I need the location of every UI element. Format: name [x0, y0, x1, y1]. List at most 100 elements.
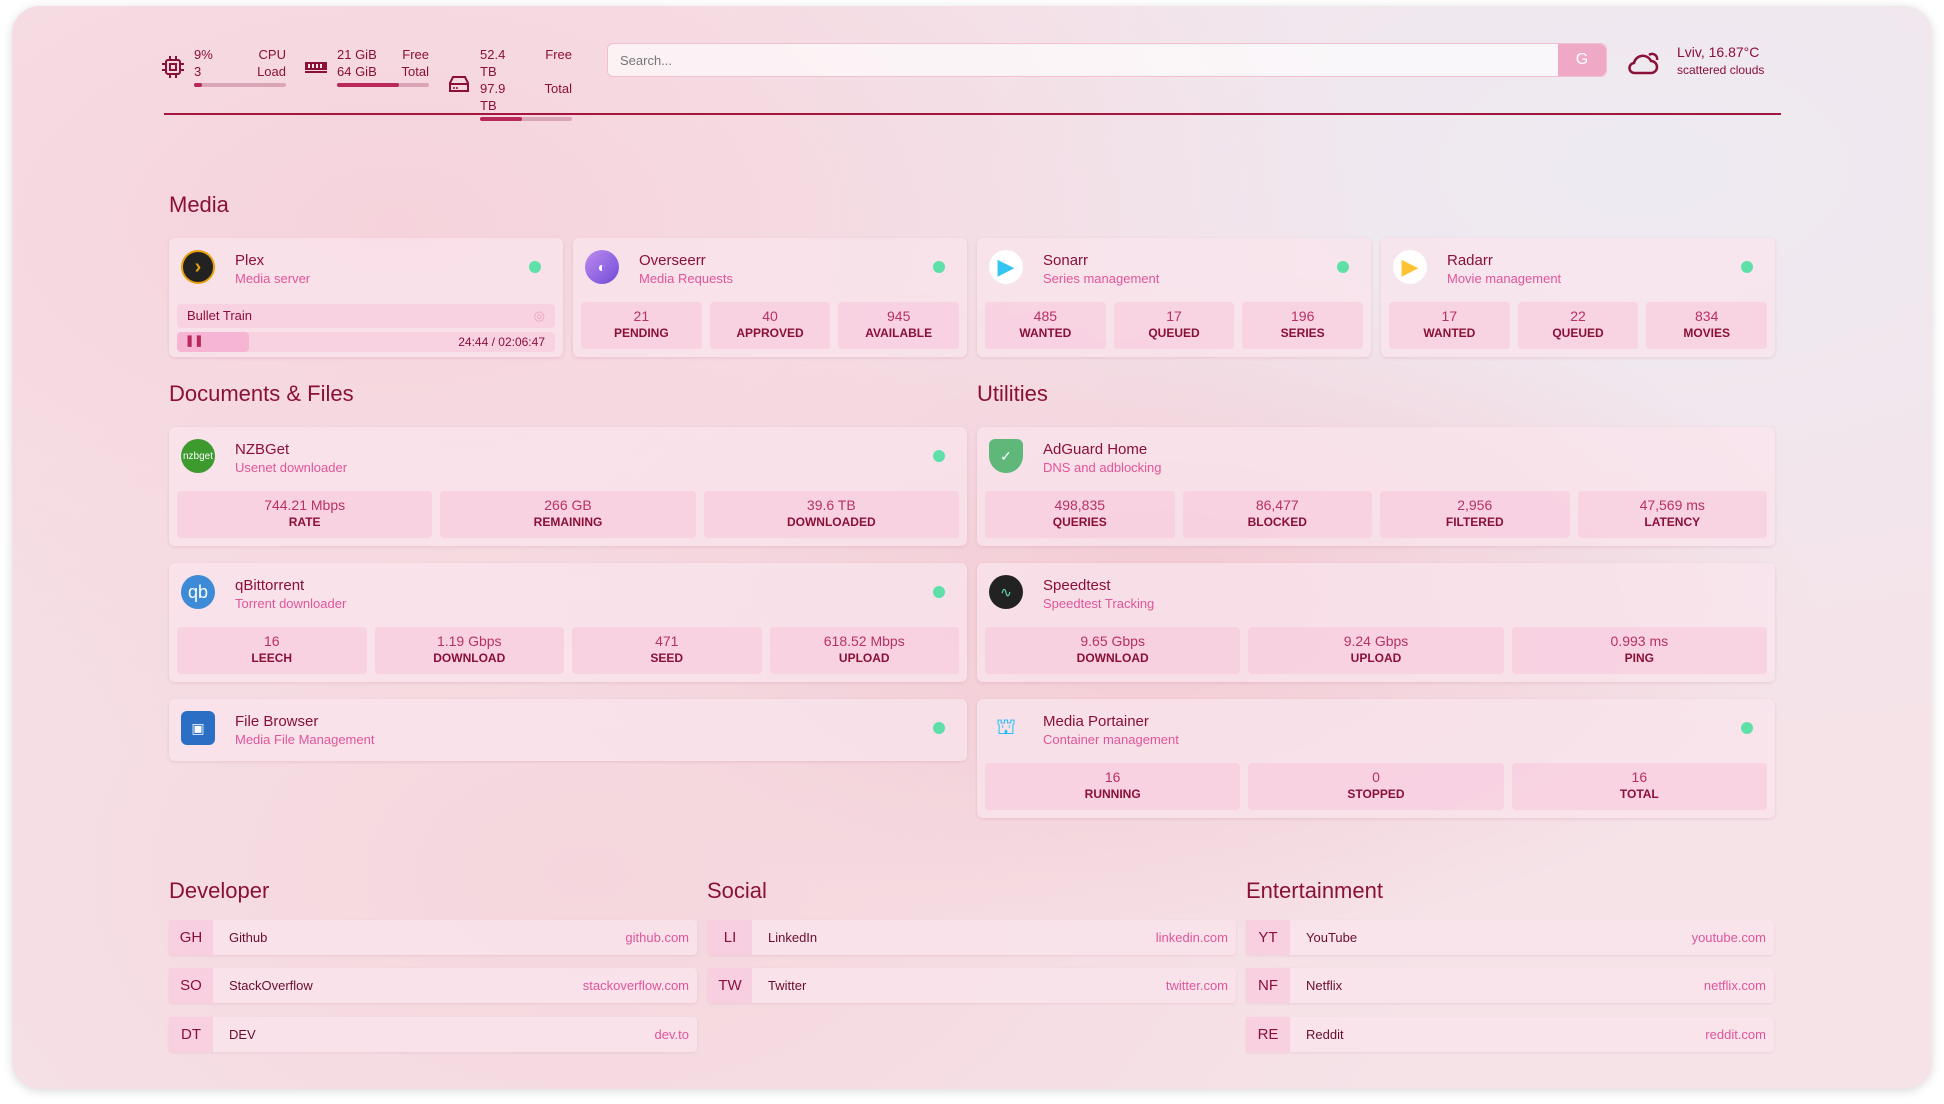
cloud-sun-icon [1628, 52, 1659, 74]
stat-value: 0 [1372, 769, 1380, 785]
stat-label: AVAILABLE [865, 326, 933, 340]
stat-block: 16 TOTAL [1511, 763, 1767, 810]
service-card-plex[interactable]: › Plex Media server Bullet Train ◎ ❚❚ 24:… [169, 238, 563, 357]
memory-widget: 21 GiB Free 64 GiB Total [305, 46, 429, 87]
stat-value: 0.993 ms [1610, 633, 1669, 649]
bookmark-name: Github [229, 930, 268, 945]
service-name: Speedtest [1043, 577, 1111, 594]
disk-widget: 52.4 TB Free 97.9 TB Total [448, 46, 572, 121]
service-card-speedtest[interactable]: ∿ Speedtest Speedtest Tracking 9.65 Gbps D… [977, 563, 1775, 682]
service-name: qBittorrent [235, 577, 305, 594]
stat-value: 945 [887, 308, 911, 324]
stat-block: 744.21 Mbps RATE [177, 491, 433, 538]
stat-value: 39.6 TB [806, 497, 856, 513]
status-dot [933, 586, 945, 598]
service-card-adguard[interactable]: ✓ AdGuard Home DNS and adblocking 498,835… [977, 427, 1775, 546]
service-desc: Usenet downloader [235, 460, 348, 475]
bookmark-entertainment[interactable]: NF Netflix netflix.com [1246, 968, 1774, 1003]
search-provider-button[interactable]: G [1558, 44, 1606, 76]
stat-block: 17 WANTED [1389, 302, 1510, 349]
service-card-qbittorrent[interactable]: qb qBittorrent Torrent downloader 16 LEECH… [169, 563, 967, 682]
service-card-sonarr[interactable]: ▶ Sonarr Series management 485 WANTED 17 QUE… [977, 238, 1371, 357]
bookmark-abbr: YT [1246, 920, 1290, 955]
bookmark-developer[interactable]: GH Github github.com [169, 920, 697, 955]
stat-label: QUERIES [1052, 515, 1107, 529]
stat-label: PENDING [613, 326, 669, 340]
stat-block: 9.24 Gbps UPLOAD [1248, 627, 1504, 674]
bookmark-url: dev.to [654, 1027, 689, 1042]
disk-free: 52.4 TB [480, 47, 506, 79]
stat-label: SEED [650, 651, 684, 665]
service-name: Radarr [1447, 252, 1493, 269]
bookmark-name: Twitter [768, 978, 807, 993]
stat-block: 39.6 TB DOWNLOADED [703, 491, 959, 538]
bookmark-abbr: TW [708, 968, 752, 1003]
service-card-nzbget[interactable]: nzbget NZBGet Usenet downloader 744.21 Mb… [169, 427, 967, 546]
memory-icon [305, 61, 327, 73]
section-title-entertainment: Entertainment [1246, 878, 1383, 903]
stat-value: 17 [1166, 308, 1182, 324]
service-desc: Container management [1043, 732, 1179, 747]
section-title-utilities: Utilities [977, 381, 1048, 406]
stat-value: 86,477 [1255, 497, 1299, 513]
bookmark-social[interactable]: LI LinkedIn linkedin.com [708, 920, 1236, 955]
stat-value: 21 [633, 308, 650, 324]
bookmark-entertainment[interactable]: RE Reddit reddit.com [1246, 1017, 1774, 1052]
plex-icon: › [181, 250, 215, 284]
stat-block: 471 SEED [572, 627, 762, 674]
stat-label: REMAINING [533, 515, 603, 529]
stat-label: PING [1624, 651, 1654, 665]
stat-value: 47,569 ms [1639, 497, 1705, 513]
file-browser-icon: ▣ [181, 711, 215, 745]
bookmark-name: YouTube [1306, 930, 1358, 945]
bookmark-name: LinkedIn [768, 930, 818, 945]
search-box: G [607, 43, 1607, 77]
overseerr-icon: ◐ [585, 250, 619, 284]
search-input[interactable] [608, 44, 1558, 76]
stat-label: TOTAL [1619, 787, 1659, 801]
stat-label: BLOCKED [1247, 515, 1307, 529]
stat-block: 21 PENDING [581, 302, 702, 349]
stat-value: 9.65 Gbps [1080, 633, 1145, 649]
bookmark-developer[interactable]: SO StackOverflow stackoverflow.com [169, 968, 697, 1003]
sonarr-icon: ▶ [989, 250, 1023, 284]
service-card-overseerr[interactable]: ◐ Overseerr Media Requests 21 PENDING 40 APP… [573, 238, 967, 357]
stat-block: 47,569 ms LATENCY [1577, 491, 1767, 538]
bookmark-social[interactable]: TW Twitter twitter.com [708, 968, 1236, 1003]
bookmark-abbr: GH [169, 920, 213, 955]
dashboard-window: 9% CPU 3 Load 21 GiB Free 64 GiB Total 52.4 TB… [12, 6, 1932, 1089]
stat-label: DOWNLOAD [433, 651, 506, 665]
stat-block: 498,835 QUERIES [985, 491, 1175, 538]
stat-block: 945 AVAILABLE [838, 302, 960, 349]
stat-block: 266 GB REMAINING [440, 491, 696, 538]
stat-block: 2,956 FILTERED [1380, 491, 1570, 538]
stat-block: 196 SERIES [1242, 302, 1364, 349]
service-card-radarr[interactable]: ▶ Radarr Movie management 17 WANTED 22 QUEUE… [1381, 238, 1775, 357]
shield-check-icon: ✓ [989, 439, 1023, 473]
stat-label: RATE [288, 515, 321, 529]
stat-label: UPLOAD [838, 651, 890, 665]
service-card-portainer[interactable]: ⛫ Media Portainer Container management 16… [977, 699, 1775, 818]
header-divider [164, 113, 1781, 115]
cpu-value: 9% [194, 47, 213, 62]
bookmark-abbr: DT [169, 1017, 213, 1052]
service-name: AdGuard Home [1043, 441, 1148, 458]
cpu-label: CPU [258, 47, 286, 62]
bookmark-entertainment[interactable]: YT YouTube youtube.com [1246, 920, 1774, 955]
stat-label: DOWNLOAD [1076, 651, 1149, 665]
stat-label: LEECH [251, 651, 293, 665]
stream-icon: ◎ [533, 308, 545, 323]
service-card-file-browser[interactable]: ▣ File Browser Media File Management [169, 699, 967, 761]
stat-label: UPLOAD [1350, 651, 1402, 665]
stat-label: LATENCY [1644, 515, 1701, 529]
bookmark-abbr: RE [1246, 1017, 1290, 1052]
bookmark-name: StackOverflow [229, 978, 313, 993]
bookmark-developer[interactable]: DT DEV dev.to [169, 1017, 697, 1052]
stat-value: 834 [1695, 308, 1719, 324]
weather-location: Lviv, 16.87°C [1677, 44, 1760, 60]
pause-icon[interactable]: ❚❚ [177, 332, 249, 352]
bookmark-abbr: NF [1246, 968, 1290, 1003]
bookmark-name: Reddit [1306, 1027, 1344, 1042]
status-dot [933, 261, 945, 273]
now-playing-title: Bullet Train ◎ [177, 304, 555, 328]
